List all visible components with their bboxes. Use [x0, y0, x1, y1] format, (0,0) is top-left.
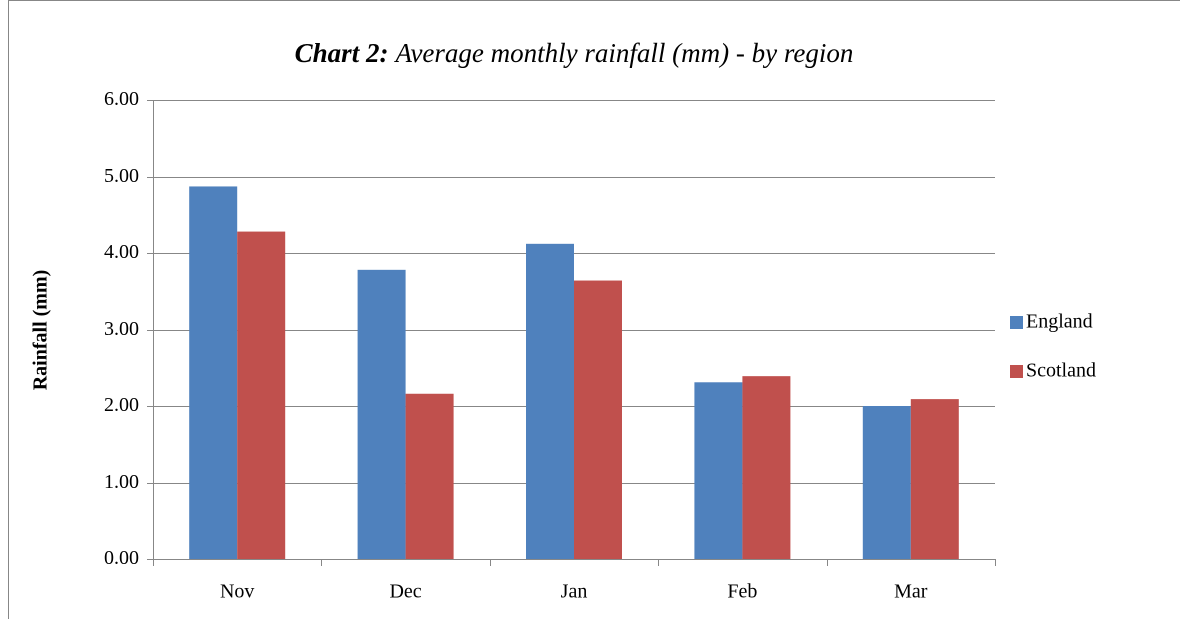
legend-label: Scotland: [1026, 360, 1096, 382]
y-tick-label: 2.00: [104, 394, 139, 416]
y-tick-label: 5.00: [104, 165, 139, 187]
chart-title: Chart 2: Average monthly rainfall (mm) - …: [295, 38, 854, 68]
bar: [910, 399, 959, 559]
title-text: Average monthly rainfall (mm) - by regio…: [393, 38, 853, 68]
bar: [862, 406, 911, 559]
y-tick-label: 6.00: [104, 88, 139, 110]
bar: [237, 231, 286, 559]
legend-label: England: [1026, 311, 1093, 333]
y-tick-label: 4.00: [104, 241, 139, 263]
bar: [526, 243, 574, 559]
y-tick-label: 3.00: [104, 318, 139, 340]
legend-swatch: [1010, 365, 1023, 378]
y-tick-label: 1.00: [104, 471, 139, 493]
x-tick-label: Dec: [389, 581, 421, 603]
x-tick-label: Mar: [894, 581, 928, 603]
legend-swatch: [1010, 316, 1023, 329]
bar: [405, 393, 454, 559]
x-tick-label: Nov: [220, 581, 254, 603]
bar: [189, 186, 238, 559]
y-tick-label: 0.00: [104, 547, 139, 569]
bar: [357, 269, 406, 559]
y-axis-label: Rainfall (mm): [30, 270, 52, 391]
title-label: Chart 2:: [295, 38, 389, 68]
bar: [574, 280, 622, 559]
bar: [694, 382, 743, 559]
x-tick-label: Feb: [727, 581, 757, 603]
x-tick-label: Jan: [561, 581, 588, 603]
bar: [742, 376, 791, 559]
